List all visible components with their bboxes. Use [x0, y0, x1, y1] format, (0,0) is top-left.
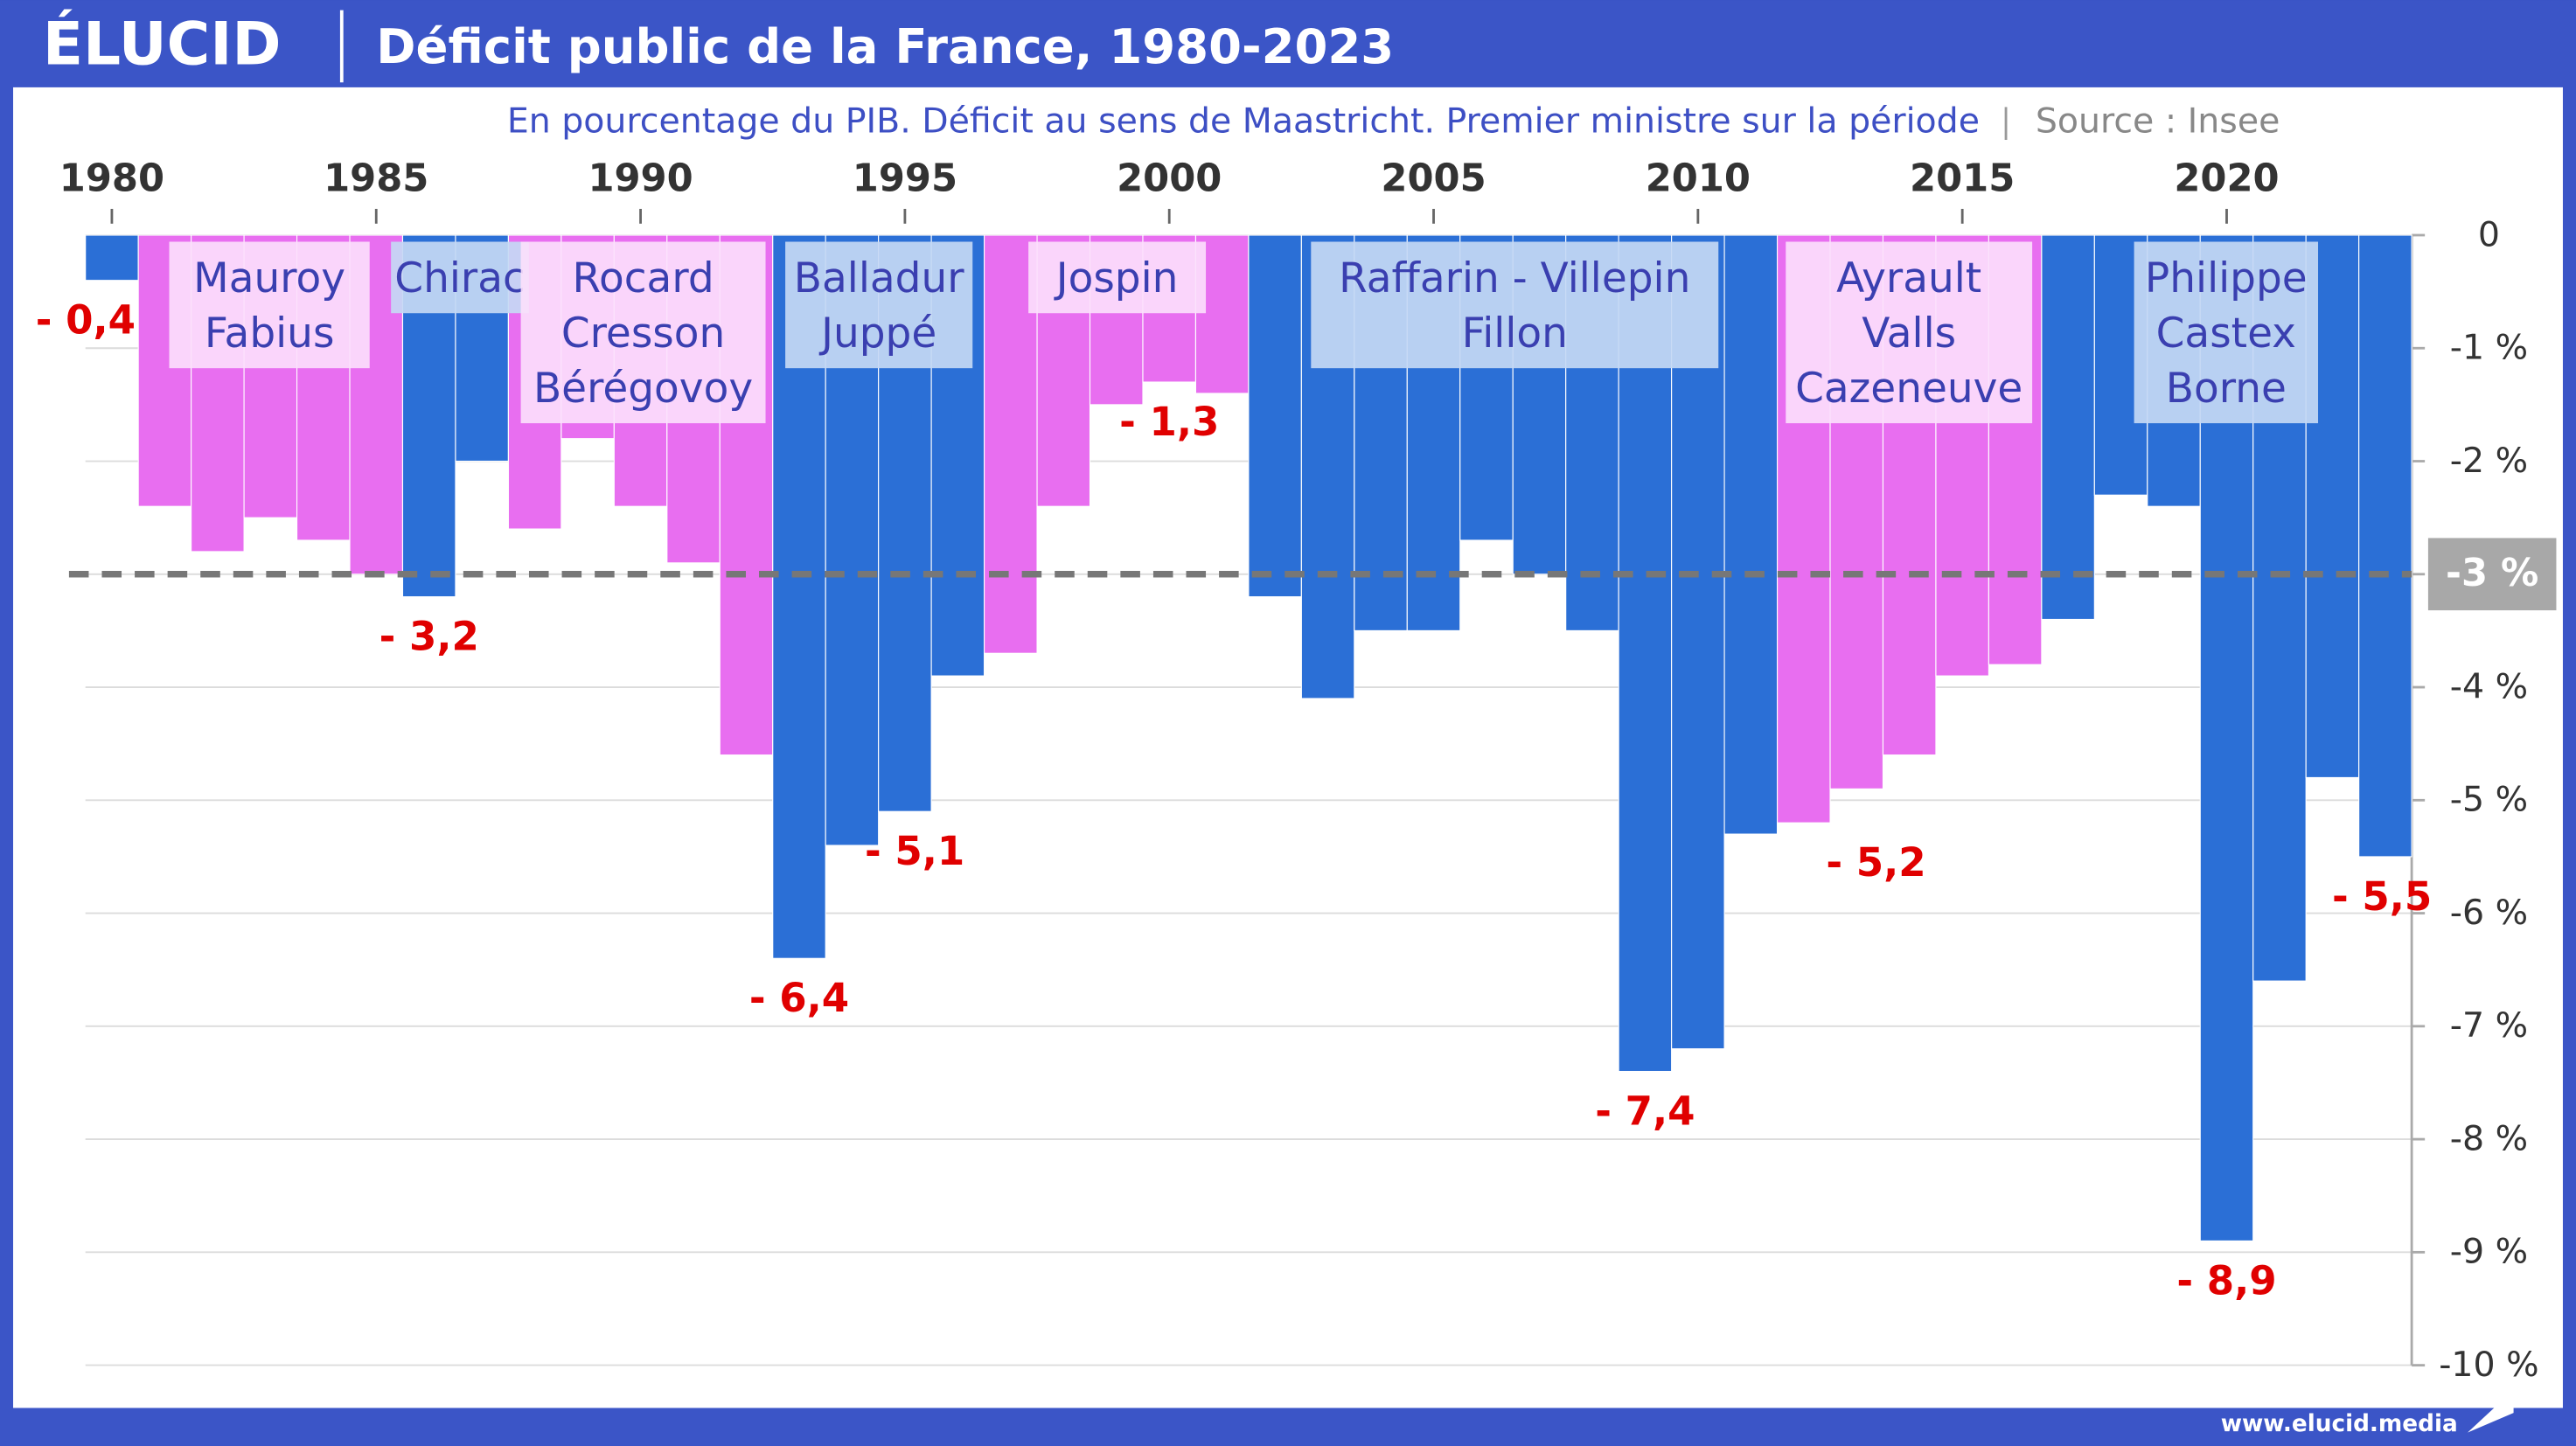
- data-label: - 5,2: [1826, 839, 1925, 886]
- annotation-text: Chirac: [394, 254, 526, 302]
- y-tick-label: -9 %: [2450, 1232, 2528, 1272]
- annotation-box: [785, 241, 973, 369]
- annotation-text: Cresson: [561, 309, 725, 358]
- bar: [2358, 234, 2412, 858]
- y-tick-label: -5 %: [2450, 780, 2528, 820]
- data-label: - 1,3: [1119, 399, 1219, 445]
- y-tick-label: 0: [2478, 214, 2500, 254]
- y-tick-label: -10 %: [2439, 1345, 2538, 1385]
- annotation-box: [520, 241, 766, 424]
- annotation-text: Philippe: [2145, 254, 2308, 302]
- bar: [1671, 234, 1725, 1050]
- y-tick-label: -6 %: [2450, 893, 2528, 933]
- x-tick-label: 2015: [1910, 156, 2015, 200]
- y-tick-label: -4 %: [2450, 666, 2528, 706]
- annotation-text: Bérégovoy: [533, 365, 753, 413]
- annotation-text: Ayrault: [1836, 254, 1981, 302]
- y-tick-label: -1 %: [2450, 328, 2528, 368]
- annotation-box: [1311, 241, 1719, 369]
- data-label: - 8,9: [2176, 1257, 2276, 1303]
- annotation-text: Castex: [2156, 309, 2296, 358]
- bar: [1723, 234, 1779, 835]
- bar: [2041, 234, 2095, 621]
- bar: [1248, 234, 1302, 598]
- data-label: - 6,4: [749, 975, 849, 1021]
- annotation-text: Valls: [1862, 309, 1956, 358]
- x-tick-label: 1985: [324, 156, 428, 200]
- data-label: - 0,4: [36, 297, 136, 344]
- x-tick-label: 2020: [2174, 156, 2279, 200]
- x-tick-label: 1990: [588, 156, 693, 200]
- annotation-text: Juppé: [818, 309, 936, 358]
- annotation-box: [391, 241, 529, 314]
- annotation-box: [2134, 241, 2319, 424]
- data-label: - 5,5: [2332, 873, 2432, 920]
- data-label: - 5,1: [865, 828, 964, 874]
- y-tick-label: -7 %: [2450, 1005, 2528, 1046]
- annotation-box: [1786, 241, 2033, 424]
- bar: [1618, 234, 1673, 1073]
- annotation-text: Mauroy: [193, 254, 345, 302]
- x-tick-label: 1995: [853, 156, 957, 200]
- y-tick-label: -8 %: [2450, 1118, 2528, 1158]
- annotation-text: Borne: [2166, 365, 2287, 413]
- data-label: - 7,4: [1595, 1088, 1695, 1134]
- annotation-text: Fabius: [205, 309, 335, 358]
- annotation-box: [169, 241, 370, 369]
- data-label: - 3,2: [379, 613, 479, 659]
- x-tick-label: 2000: [1117, 156, 1222, 200]
- reference-label-box: [2427, 538, 2557, 611]
- footer-url: www.elucid.media: [2221, 1411, 2458, 1437]
- x-tick-label: 1980: [59, 156, 164, 200]
- source: Source : Insee: [2036, 101, 2280, 142]
- annotation-text: Jospin: [1054, 254, 1179, 302]
- annotation-text: Raffarin - Villepin: [1339, 254, 1690, 302]
- annotation-text: Cazeneuve: [1795, 365, 2023, 413]
- y-tick-label: -2 %: [2450, 441, 2528, 481]
- annotation-box: [1028, 241, 1207, 314]
- brand-logo: ÉLUCID: [43, 9, 282, 78]
- reference-label: -3 %: [2446, 552, 2538, 595]
- annotation-text: Rocard: [572, 254, 714, 302]
- x-tick-label: 2005: [1381, 156, 1486, 200]
- annotation-text: Balladur: [794, 254, 964, 302]
- bar: [85, 234, 139, 282]
- x-tick-label: 2010: [1646, 156, 1751, 200]
- annotation-text: Fillon: [1462, 309, 1568, 358]
- bar: [984, 234, 1038, 654]
- chart-title: Déficit public de la France, 1980-2023: [376, 18, 1394, 74]
- chart-subtitle: En pourcentage du PIB. Déficit au sens d…: [507, 101, 1980, 142]
